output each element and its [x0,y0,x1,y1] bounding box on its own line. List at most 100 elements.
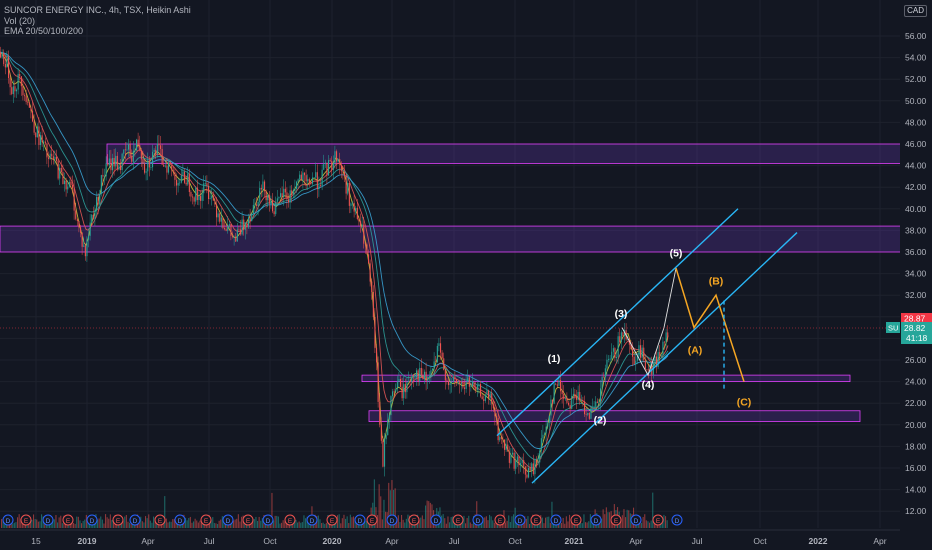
earnings-marker[interactable]: E [326,514,338,526]
elliott-wave-drawings[interactable]: (1) (2) (3) (4) (5) (A) (B) (C) [496,208,798,484]
dividend-marker[interactable]: D [590,514,602,526]
candle-body [430,370,432,378]
earnings-marker[interactable]: E [112,514,124,526]
wave-label[interactable]: (B) [709,275,724,287]
dividend-marker[interactable]: D [386,514,398,526]
earnings-marker[interactable]: E [570,514,582,526]
earnings-marker[interactable]: E [494,514,506,526]
price-axis[interactable]: 56.00 54.00 52.00 50.00 48.00 46.00 44.00 42.00… [900,0,932,550]
volume-bar [82,520,84,528]
volume-bar [561,522,563,528]
correction-wave-line[interactable] [675,267,745,382]
candle-body [305,175,307,182]
marker-letter: D [266,518,271,525]
impulse-wave-line[interactable] [621,268,677,377]
volume-indicator-label[interactable]: Vol (20) [4,15,36,26]
wave-label[interactable]: (1) [548,353,561,365]
earnings-marker[interactable]: E [652,514,664,526]
ticker-tag [886,322,900,333]
wave-label[interactable]: (A) [688,345,703,357]
price-tick-label: 32.00 [905,290,927,300]
volume-bar [274,515,276,528]
earnings-marker[interactable]: E [20,514,32,526]
earnings-marker[interactable]: E [366,514,378,526]
candle-body [441,352,443,359]
earnings-marker[interactable]: E [530,514,542,526]
trend-channel-line[interactable] [496,208,739,437]
candle-body [163,164,165,167]
marker-letter: D [6,518,11,525]
dividend-marker[interactable]: D [671,514,683,526]
volume-bar [506,520,508,528]
wave-label[interactable]: (3) [615,308,628,320]
candle-body [19,74,21,77]
candle-body [254,204,256,206]
volume-bar [124,516,126,528]
marker-circle [242,514,254,526]
price-zone[interactable] [106,143,932,164]
price-zone[interactable] [368,410,861,422]
marker-letter: D [46,518,51,525]
volume-bar [69,522,71,528]
wave-label[interactable]: (5) [670,247,683,259]
candle-body [294,188,296,191]
trend-channel-line[interactable] [531,232,798,484]
volume-bar [335,520,337,528]
chart-legend[interactable]: SUNCOR ENERGY INC., 4h, TSX, Heikin Ashi… [4,5,191,37]
earnings-marker[interactable]: E [452,514,464,526]
dividend-marker[interactable]: D [306,514,318,526]
dividend-marker[interactable]: D [514,514,526,526]
candle-body [160,145,162,149]
dividend-marker[interactable]: D [222,514,234,526]
dividend-marker[interactable]: D [472,514,484,526]
time-axis[interactable]: 15 2019 Apr Jul Oct 2020 Apr Jul Oct 2021 Apr Jul Oc… [0,529,900,546]
candle-body [324,162,326,165]
marker-circle [550,514,562,526]
wave-label[interactable]: (C) [737,396,752,408]
dividend-marker[interactable]: D [550,514,562,526]
candle-body [654,356,656,363]
dividend-marker[interactable]: D [430,514,442,526]
price-zone[interactable] [0,225,932,253]
dividend-marker[interactable]: D [354,514,366,526]
earnings-marker[interactable]: E [62,514,74,526]
candle-body [496,416,498,418]
earnings-marker[interactable]: E [408,514,420,526]
price-tick-label: 50.00 [905,96,927,106]
dividend-marker[interactable]: D [262,514,274,526]
wave-label[interactable]: (2) [594,415,607,427]
dividend-marker[interactable]: D [174,514,186,526]
dividend-marker[interactable]: D [630,514,642,526]
earnings-marker[interactable]: E [154,514,166,526]
candle-body [131,156,133,162]
volume-bar [549,522,551,528]
support-resistance-zones[interactable] [0,143,932,422]
candle-body [169,162,171,165]
dividend-marker[interactable]: D [42,514,54,526]
earnings-marker[interactable]: E [610,514,622,526]
dividend-marker[interactable]: D [129,514,141,526]
volume-bar [509,521,511,528]
volume-bar [663,514,665,528]
dividend-marker[interactable]: D [2,514,14,526]
volume-bar [257,520,259,528]
symbol-title[interactable]: SUNCOR ENERGY INC., 4h, TSX, Heikin Ashi [4,5,191,15]
volume-bar [586,522,588,528]
dividend-marker[interactable]: D [86,514,98,526]
volume-bar [76,516,78,528]
volume-bar [148,514,150,528]
volume-bar [585,522,587,528]
earnings-marker[interactable]: E [284,514,296,526]
wave-label[interactable]: (4) [642,379,655,391]
volume-bar [213,522,215,528]
volume-bar [125,514,127,528]
earnings-marker[interactable]: E [242,514,254,526]
price-zone[interactable] [361,374,851,382]
currency-badge[interactable]: CAD [904,5,927,17]
candle-body [334,151,336,164]
earnings-marker[interactable]: E [200,514,212,526]
ema-indicator-label[interactable]: EMA 20/50/100/200 [4,26,84,36]
marker-letter: D [133,518,138,525]
